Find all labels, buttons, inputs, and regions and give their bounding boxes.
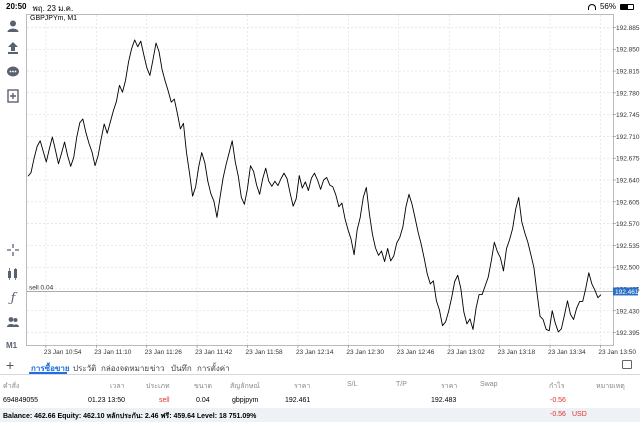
col-symbol: สัญลักษณ์: [230, 383, 260, 390]
tab-mailbox[interactable]: กล่องจดหมาย: [101, 364, 150, 373]
tab-history[interactable]: ประวัติ: [73, 364, 97, 373]
y-tick-label: 192.570: [616, 221, 640, 228]
position-open-price: 192.461: [285, 397, 311, 404]
people-icon[interactable]: [5, 314, 21, 330]
col-type: ประเภท: [146, 383, 170, 390]
objects-icon[interactable]: [5, 266, 21, 282]
balance-summary: Balance: 462.66 Equity: 462.10 หลักประกั…: [3, 413, 257, 420]
x-tick-label: 23 Jan 13:02: [447, 349, 485, 356]
y-tick-label: 192.675: [616, 156, 640, 163]
y-tick-label: 192.710: [616, 134, 640, 141]
y-tick-label: 192.640: [616, 178, 640, 185]
position-symbol: gbpjpym: [232, 397, 259, 404]
trade-icon[interactable]: [5, 40, 21, 56]
col-order: คำสั่ง: [3, 383, 20, 390]
crosshair-icon[interactable]: [5, 242, 21, 258]
col-current-price: ราคา: [441, 383, 458, 390]
x-tick-label: 23 Jan 12:46: [397, 349, 435, 356]
y-tick-label: 192.885: [616, 25, 640, 32]
battery-fill: [621, 4, 628, 9]
col-time: เวลา: [110, 383, 125, 390]
indicators-icon[interactable]: ƒ: [10, 290, 16, 306]
position-time: 01.23 13:50: [88, 397, 125, 404]
col-sl: S/L: [347, 381, 358, 388]
chart-toolbar: ƒ M1: [0, 14, 26, 354]
x-tick-label: 23 Jan 13:50: [598, 349, 636, 356]
battery-percent: 56%: [599, 2, 616, 11]
terminal-tabs: การซื้อขาย ประวัติ กล่องจดหมาย ข่าว บันท…: [0, 358, 640, 375]
order-line-label: sell 0.04: [29, 284, 54, 291]
profit-currency: USD: [572, 411, 587, 418]
col-size: ขนาด: [194, 383, 213, 390]
x-tick-label: 23 Jan 12:14: [296, 349, 334, 356]
status-bar: 20:50 พฤ. 23 ม.ค. 56%: [0, 0, 640, 14]
col-tp: T/P: [396, 381, 407, 388]
account-icon[interactable]: [5, 18, 21, 34]
tab-settings[interactable]: การตั้งค่า: [197, 364, 230, 373]
y-tick-label: 192.780: [616, 90, 640, 97]
wifi-icon: [587, 3, 596, 10]
position-order: 694849055: [3, 397, 39, 404]
y-tick-label: 192.745: [616, 112, 640, 119]
y-tick-label: 192.500: [616, 265, 640, 272]
status-left: 20:50 พฤ. 23 ม.ค.: [6, 2, 73, 15]
x-tick-label: 23 Jan 11:26: [145, 349, 182, 356]
y-tick-label: 192.815: [616, 69, 640, 76]
x-tick-label: 23 Jan 12:30: [346, 349, 384, 356]
x-tick-label: 23 Jan 13:34: [548, 349, 586, 356]
price-chart[interactable]: 192.885 192.850 192.815 192.780 192.745 192.7…: [0, 0, 640, 358]
current-price-marker: [613, 287, 638, 296]
price-series-line: [27, 39, 602, 333]
x-tick-label: 23 Jan 11:10: [94, 349, 131, 356]
y-tick-label: 192.430: [616, 308, 640, 315]
position-size: 0.04: [196, 397, 210, 404]
status-date: พฤ. 23 ม.ค.: [32, 4, 74, 13]
layout-toggle-icon[interactable]: [622, 360, 632, 369]
balance-bar: [0, 408, 640, 422]
col-swap: Swap: [480, 381, 498, 388]
timeframe-label[interactable]: M1: [6, 341, 18, 350]
y-tick-label: 192.395: [616, 330, 640, 337]
status-right: 56%: [587, 2, 634, 11]
chart-symbol-label: GBPJPYm, M1: [30, 15, 78, 22]
y-tick-label: 192.605: [616, 199, 640, 206]
tab-news[interactable]: ข่าว: [150, 364, 165, 373]
add-order-button[interactable]: +: [6, 357, 15, 373]
position-profit: -0.56: [550, 397, 566, 404]
battery-icon: [620, 3, 634, 10]
col-comment: หมายเหตุ: [596, 383, 625, 390]
chat-icon[interactable]: [5, 64, 21, 80]
new-window-icon[interactable]: [5, 88, 21, 104]
x-tick-label: 23 Jan 11:58: [246, 349, 283, 356]
col-profit: กำไร: [549, 383, 565, 390]
x-tick-label: 23 Jan 10:54: [44, 349, 82, 356]
position-current-price: 192.483: [431, 397, 457, 404]
tab-journal[interactable]: บันทึก: [171, 364, 192, 373]
active-tab-indicator: [29, 372, 67, 374]
status-time: 20:50: [6, 2, 27, 11]
position-type: sell: [159, 397, 170, 404]
y-tick-label: 192.850: [616, 47, 640, 54]
x-tick-label: 23 Jan 13:18: [498, 349, 536, 356]
y-tick-label: 192.535: [616, 243, 640, 250]
x-tick-label: 23 Jan 11:42: [195, 349, 232, 356]
total-profit: -0.56: [550, 411, 566, 418]
col-price: ราคา: [294, 383, 311, 390]
tab-trade[interactable]: การซื้อขาย: [31, 364, 70, 373]
current-price-label: 192.461: [615, 289, 639, 296]
